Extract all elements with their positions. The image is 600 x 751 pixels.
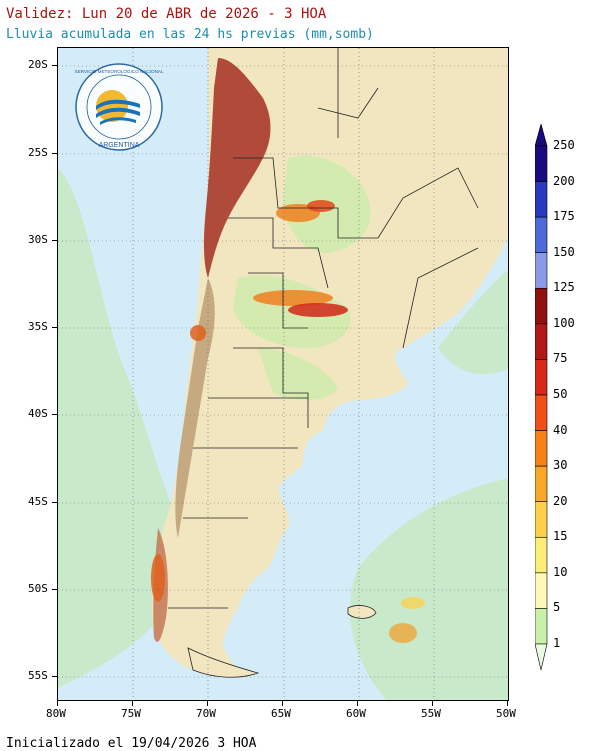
lat-tick [52, 327, 57, 328]
graticule [58, 48, 508, 700]
lat-tick [52, 65, 57, 66]
lat-tick [52, 414, 57, 415]
colorbar-top-arrow [535, 124, 548, 147]
colorbar-swatch [535, 287, 548, 325]
colorbar-label: 100 [553, 315, 575, 330]
lat-label: 50S [28, 582, 48, 595]
colorbar-bottom-arrow [535, 643, 548, 671]
colorbar-swatch [535, 430, 548, 467]
map-canvas [58, 48, 508, 700]
colorbar-swatch [535, 359, 548, 396]
lon-label: 55W [421, 707, 441, 720]
colorbar-swatch [535, 394, 548, 431]
colorbar-label: 50 [553, 387, 568, 401]
logo-text-top: SERVICIO METEOROLÓGICO NACIONAL [75, 68, 164, 74]
colorbar-label: 30 [553, 458, 568, 473]
colorbar-swatch [535, 252, 548, 289]
colorbar-label: 200 [553, 173, 575, 188]
colorbar-label: 40 [553, 422, 568, 437]
init-timestamp: Inicializado el 19/04/2026 3 HOA [6, 736, 257, 751]
lat-label: 25S [28, 146, 48, 159]
colorbar-label: 125 [553, 280, 575, 295]
precipitation-map [57, 47, 509, 701]
lon-label: 65W [271, 707, 291, 720]
lon-tick [207, 701, 208, 706]
logo-text-bottom: ARGENTINA [99, 142, 140, 149]
colorbar-swatch [535, 181, 548, 218]
colorbar-swatch [535, 465, 548, 503]
andes-terrain [153, 58, 271, 642]
political-boundaries [168, 48, 479, 609]
colorbar-label: 1 [553, 636, 561, 650]
colorbar-label: 10 [553, 564, 568, 579]
lat-label: 35S [28, 320, 48, 333]
colorbar-label: 175 [553, 209, 575, 224]
south-america-land [151, 48, 508, 677]
heavy-rain-cores [151, 200, 425, 643]
lat-tick [52, 502, 57, 503]
lat-tick [52, 676, 57, 677]
colorbar-label: 5 [553, 600, 561, 615]
colorbar-swatch [535, 501, 548, 538]
colorbar-label: 75 [553, 351, 568, 366]
map-title: Validez: Lun 20 de ABR de 2026 - 3 HOA [6, 6, 327, 22]
colorbar-swatch [535, 323, 548, 360]
lon-tick [57, 701, 58, 706]
map-subtitle: Lluvia acumulada en las 24 hs previas (m… [6, 27, 374, 42]
ocean-rain-areas [58, 168, 508, 700]
lat-label: 45S [28, 495, 48, 508]
lon-label: 75W [121, 707, 141, 720]
colorbar-label: 20 [553, 493, 568, 508]
lon-tick [507, 701, 508, 706]
colorbar-label: 15 [553, 529, 568, 544]
colorbar-swatch [535, 572, 548, 609]
lon-tick [282, 701, 283, 706]
colorbar-label: 150 [553, 244, 575, 259]
colorbar-swatch [535, 536, 548, 574]
lat-label: 55S [28, 669, 48, 682]
lat-tick [52, 589, 57, 590]
lon-tick [132, 701, 133, 706]
colorbar-swatch [535, 216, 548, 254]
lon-label: 60W [346, 707, 366, 720]
lat-label: 30S [28, 233, 48, 246]
precipitation-colorbar [535, 124, 548, 671]
lon-label: 50W [496, 707, 516, 720]
lon-tick [432, 701, 433, 706]
lon-tick [357, 701, 358, 706]
colorbar-swatch [535, 608, 548, 645]
lat-tick [52, 153, 57, 154]
lon-label: 80W [46, 707, 66, 720]
smn-logo: ARGENTINA SERVICIO METEOROLÓGICO NACIONA… [75, 63, 164, 151]
lat-label: 20S [28, 58, 48, 71]
lon-label: 70W [196, 707, 216, 720]
lat-tick [52, 240, 57, 241]
lat-label: 40S [28, 407, 48, 420]
colorbar-swatch [535, 145, 548, 182]
colorbar-label: 250 [553, 138, 575, 152]
